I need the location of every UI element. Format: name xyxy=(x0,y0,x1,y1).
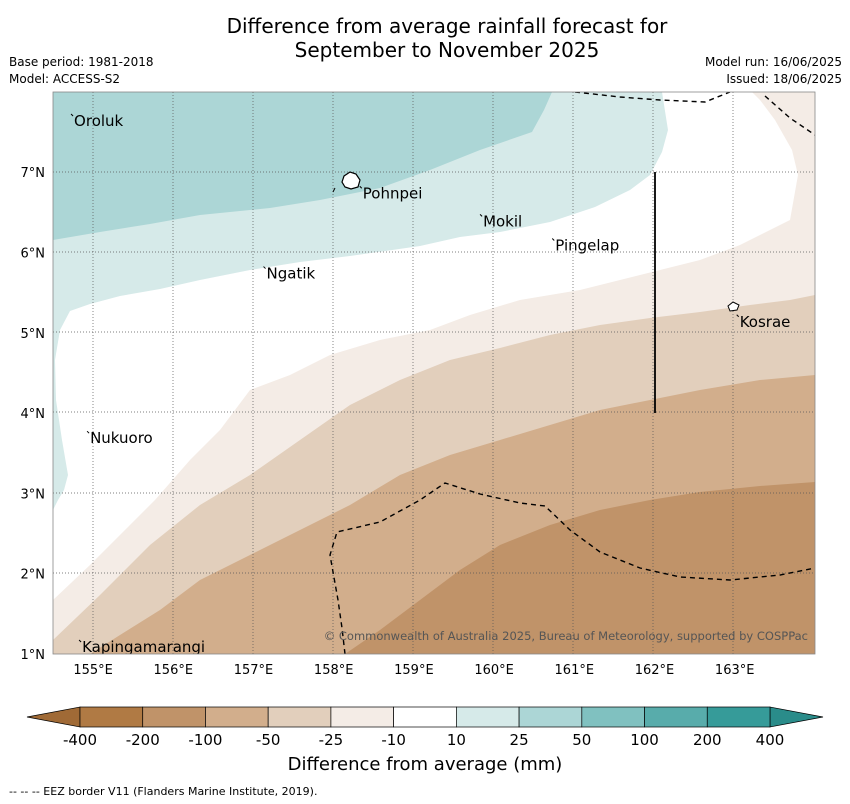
base-period-text: Base period: 1981-2018 xyxy=(9,55,154,69)
colorbar-extend-high xyxy=(769,706,824,728)
model-run-text: Model run: 16/06/2025 xyxy=(704,55,842,69)
lat-tick-label: 1°N xyxy=(21,648,46,663)
issued-text: Issued: 18/06/2025 xyxy=(726,72,842,86)
place-label: Mokil xyxy=(483,212,522,230)
place-label: Oroluk xyxy=(74,112,123,130)
place-marker xyxy=(86,430,90,434)
model-text: Model: ACCESS-S2 xyxy=(9,72,121,86)
colorbar-tick-label: 100 xyxy=(630,731,659,749)
colorbar-swatch xyxy=(581,706,645,728)
colorbar-extend-low xyxy=(26,706,81,728)
lon-tick-label: 159°E xyxy=(394,663,434,678)
colorbar-tick-label: 400 xyxy=(756,731,785,749)
colorbar-swatch xyxy=(142,706,206,728)
graticule xyxy=(53,92,815,654)
meta-left: Base period: 1981-2018 Model: ACCESS-S2 xyxy=(9,54,154,88)
colorbar-tick-label: 200 xyxy=(693,731,722,749)
colorbar-swatch xyxy=(267,706,332,728)
eez-borders xyxy=(329,92,815,654)
lon-tick-label: 163°E xyxy=(715,663,755,678)
lat-tick-label: 6°N xyxy=(21,247,46,262)
place-label: Kosrae xyxy=(740,313,791,331)
latitude-labels: 1°N 2°N 3°N 4°N 5°N 6°N 7°N xyxy=(21,166,46,663)
map-frame xyxy=(52,91,816,655)
colorbar-tick-label: 10 xyxy=(447,731,466,749)
lon-tick-label: 155°E xyxy=(73,663,113,678)
colorbar-swatch xyxy=(518,706,583,728)
place-marker xyxy=(359,185,363,189)
place-marker xyxy=(551,238,555,241)
place-label: Pingelap xyxy=(555,236,619,254)
colorbar-swatch xyxy=(393,706,457,728)
colorbar-swatch xyxy=(205,706,269,728)
colorbar-swatch xyxy=(79,706,144,728)
pohnpei-reef-mark xyxy=(332,187,336,193)
lon-tick-label: 162°E xyxy=(635,663,675,678)
title-line-1: Difference from average rainfall forecas… xyxy=(226,14,668,38)
colorbar-tick-label: -50 xyxy=(256,731,281,749)
place-label: Ngatik xyxy=(267,265,316,283)
lon-tick-label: 160°E xyxy=(474,663,514,678)
colorbar-tick-label: -100 xyxy=(188,731,222,749)
colorbar-tick-label: 25 xyxy=(510,731,529,749)
colorbar-tick-label: -25 xyxy=(319,731,344,749)
colorbar-tick-label: -10 xyxy=(381,731,406,749)
kosrae-island-shape xyxy=(727,301,740,312)
colorbar-swatch xyxy=(330,706,394,728)
place-marker xyxy=(78,639,82,643)
lon-tick-label: 158°E xyxy=(314,663,354,678)
lon-tick-label: 156°E xyxy=(154,663,194,678)
contour-minus100-minus200 xyxy=(345,482,815,654)
place-markers: Oroluk Pohnpei Mokil Pingelap Ngatik Kosrae Nu… xyxy=(70,112,791,656)
lat-tick-label: 3°N xyxy=(21,487,46,502)
place-marker xyxy=(70,113,74,117)
longitude-labels: 155°E 156°E 157°E 158°E 159°E 160°E 161°E 162°E… xyxy=(73,663,754,678)
place-marker xyxy=(479,214,483,217)
colorbar-swatch xyxy=(644,706,708,728)
footnote-text: -- -- -- EEZ border V11 (Flanders Marine… xyxy=(9,785,318,798)
lat-tick-label: 4°N xyxy=(21,407,46,422)
place-label: Nukuoro xyxy=(90,429,153,447)
title-line-2: September to November 2025 xyxy=(294,38,600,62)
place-label: Kapingamarangi xyxy=(82,638,205,656)
lon-tick-label: 157°E xyxy=(234,663,274,678)
colorbar-tick-label: -200 xyxy=(126,731,160,749)
map-title: Difference from average rainfall forecas… xyxy=(0,14,850,62)
lat-tick-label: 5°N xyxy=(21,327,46,342)
colorbar-swatch xyxy=(456,706,520,728)
colorbar-title: Difference from average (mm) xyxy=(287,754,563,775)
pohnpei-island-shape xyxy=(341,171,361,190)
place-marker xyxy=(263,266,266,269)
colorbar-tick-label: 50 xyxy=(572,731,591,749)
credit-text: © Commonwealth of Australia 2025, Bureau… xyxy=(324,629,808,643)
rainfall-contours: Oroluk Pohnpei Mokil Pingelap Ngatik Kosrae Nu… xyxy=(53,92,815,656)
lat-tick-label: 7°N xyxy=(21,166,46,181)
lat-tick-label: 2°N xyxy=(21,568,46,583)
place-label: Pohnpei xyxy=(363,184,423,202)
colorbar-swatch xyxy=(706,706,771,728)
place-marker xyxy=(736,314,740,318)
colorbar: -400 -200 -100 -50 -25 -10 10 25 50 100 200 400 xyxy=(26,706,824,749)
meta-right: Model run: 16/06/2025 Issued: 18/06/2025 xyxy=(705,54,842,88)
colorbar-tick-label: -400 xyxy=(63,731,97,749)
contour-25-50 xyxy=(53,92,552,240)
lon-tick-label: 161°E xyxy=(555,663,595,678)
